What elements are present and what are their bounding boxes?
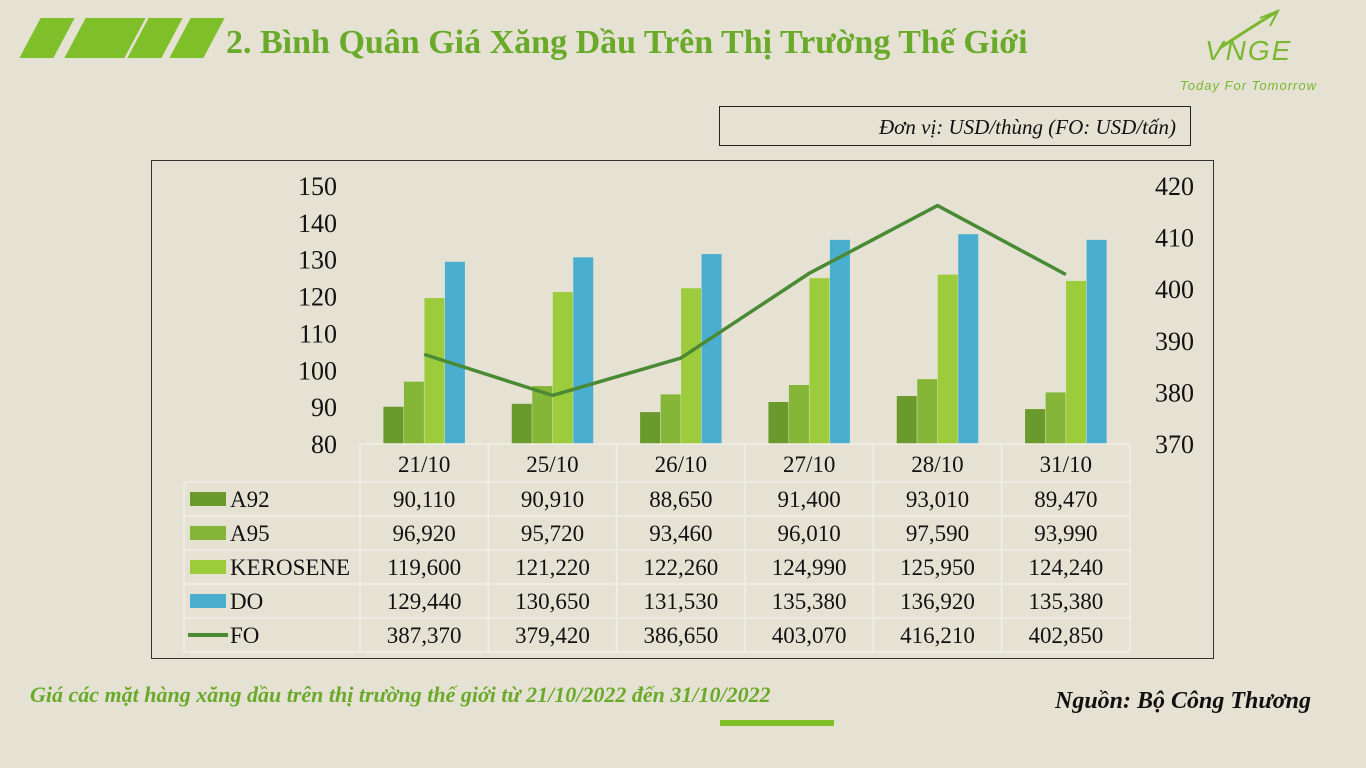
table-cell: 93,460 [649, 521, 712, 546]
legend-key-a95 [190, 526, 226, 540]
vnge-logo [1219, 9, 1281, 50]
table-cell: 135,380 [1028, 589, 1103, 614]
bar-do [444, 261, 465, 444]
bar-a92 [511, 403, 532, 444]
bar-kerosene [552, 292, 573, 444]
logo-text: VNGE [1205, 35, 1293, 66]
table-cell: 90,110 [393, 487, 455, 512]
legend-label-fo: FO [230, 623, 259, 648]
legend-key-do [190, 594, 226, 608]
table-cell: 119,600 [387, 555, 461, 580]
table-cell: 135,380 [772, 589, 847, 614]
bar-a95 [532, 386, 553, 444]
y2-tick-label: 380 [1155, 378, 1194, 407]
table-cell: 403,070 [772, 623, 847, 648]
table-cell: 136,920 [900, 589, 975, 614]
y-tick-label: 100 [298, 356, 337, 385]
bar-a95 [403, 381, 424, 444]
table-cell: 122,260 [643, 555, 718, 580]
table-cell: 387,370 [387, 623, 462, 648]
bar-kerosene [1066, 280, 1087, 444]
y2-tick-label: 420 [1155, 172, 1194, 201]
table-cell: 93,990 [1034, 521, 1097, 546]
y-tick-label: 110 [299, 319, 337, 348]
bar-kerosene [424, 298, 445, 444]
legend-label-a92: A92 [230, 487, 270, 512]
legend-label-do: DO [230, 589, 263, 614]
y-tick-label: 140 [298, 209, 337, 238]
bar-a92 [383, 406, 404, 444]
bar-do [829, 239, 850, 444]
bar-a95 [788, 384, 809, 444]
bar-a92 [640, 412, 661, 444]
table-cell: 96,920 [393, 521, 456, 546]
legend-label-kerosene: KEROSENE [230, 555, 350, 580]
bar-kerosene [681, 288, 702, 444]
table-cell: 416,210 [900, 623, 975, 648]
table-cell: 95,720 [521, 521, 584, 546]
x-tick-label: 27/10 [783, 452, 835, 477]
y-tick-label: 130 [298, 246, 337, 275]
legend-key-a92 [190, 492, 226, 506]
x-tick-label: 31/10 [1040, 452, 1092, 477]
y-tick-label: 80 [311, 430, 337, 459]
bar-kerosene [937, 274, 958, 444]
table-cell: 124,240 [1028, 555, 1103, 580]
chart: 80 90 100 110 120 130 140 150 370 380 390 400 410 420… [183, 172, 1194, 653]
x-tick-label: 28/10 [911, 452, 963, 477]
y-tick-label: 120 [298, 283, 337, 312]
table-cell: 124,990 [772, 555, 847, 580]
table-cell: 93,010 [906, 487, 969, 512]
y-tick-label: 150 [298, 172, 337, 201]
y-tick-label: 90 [311, 393, 337, 422]
bar-kerosene [809, 278, 830, 444]
table-cell: 131,530 [643, 589, 718, 614]
bar-do [701, 254, 722, 444]
page-title: 2. Bình Quân Giá Xăng Dầu Trên Thị Trườn… [226, 24, 1028, 61]
table-cell: 402,850 [1028, 623, 1103, 648]
y2-tick-label: 390 [1155, 327, 1194, 356]
table-cell: 386,650 [643, 623, 718, 648]
y2-tick-label: 410 [1155, 224, 1194, 253]
table-cell: 89,470 [1034, 487, 1097, 512]
x-tick-label: 25/10 [526, 452, 578, 477]
bar-a92 [768, 401, 789, 444]
chart-frame: 80 90 100 110 120 130 140 150 370 380 390 400 410 420… [151, 160, 1214, 659]
y2-tick-label: 400 [1155, 275, 1194, 304]
table-cell: 130,650 [515, 589, 590, 614]
bar-do [573, 257, 594, 444]
bar-a92 [1025, 409, 1046, 444]
bar-do [958, 234, 979, 444]
bar-a95 [917, 379, 938, 444]
x-tick-label: 21/10 [398, 452, 450, 477]
x-tick-label: 26/10 [655, 452, 707, 477]
chart-caption: Giá các mặt hàng xăng dầu trên thị trườn… [30, 682, 771, 707]
table-cell: 96,010 [778, 521, 841, 546]
table-cell: 121,220 [515, 555, 590, 580]
table-cell: 129,440 [387, 589, 462, 614]
table-cell: 91,400 [778, 487, 841, 512]
y2-tick-label: 370 [1155, 430, 1194, 459]
table-cell: 90,910 [521, 487, 584, 512]
table-cell: 379,420 [515, 623, 590, 648]
bar-a95 [1045, 392, 1066, 444]
bar-a95 [660, 394, 681, 444]
legend-label-a95: A95 [230, 521, 270, 546]
table-cell: 97,590 [906, 521, 969, 546]
bar-do [1086, 239, 1107, 444]
legend-key-kerosene [190, 560, 226, 574]
source-label: Nguồn: Bộ Công Thương [1055, 688, 1311, 714]
unit-label: Đơn vị: USD/thùng (FO: USD/tấn) [719, 106, 1191, 146]
logo-tagline: Today For Tomorrow [1180, 78, 1317, 93]
table-cell: 88,650 [649, 487, 712, 512]
footer-accent-bar [720, 720, 834, 726]
table-cell: 125,950 [900, 555, 975, 580]
bar-a92 [896, 396, 917, 444]
line-fo [423, 203, 1067, 398]
